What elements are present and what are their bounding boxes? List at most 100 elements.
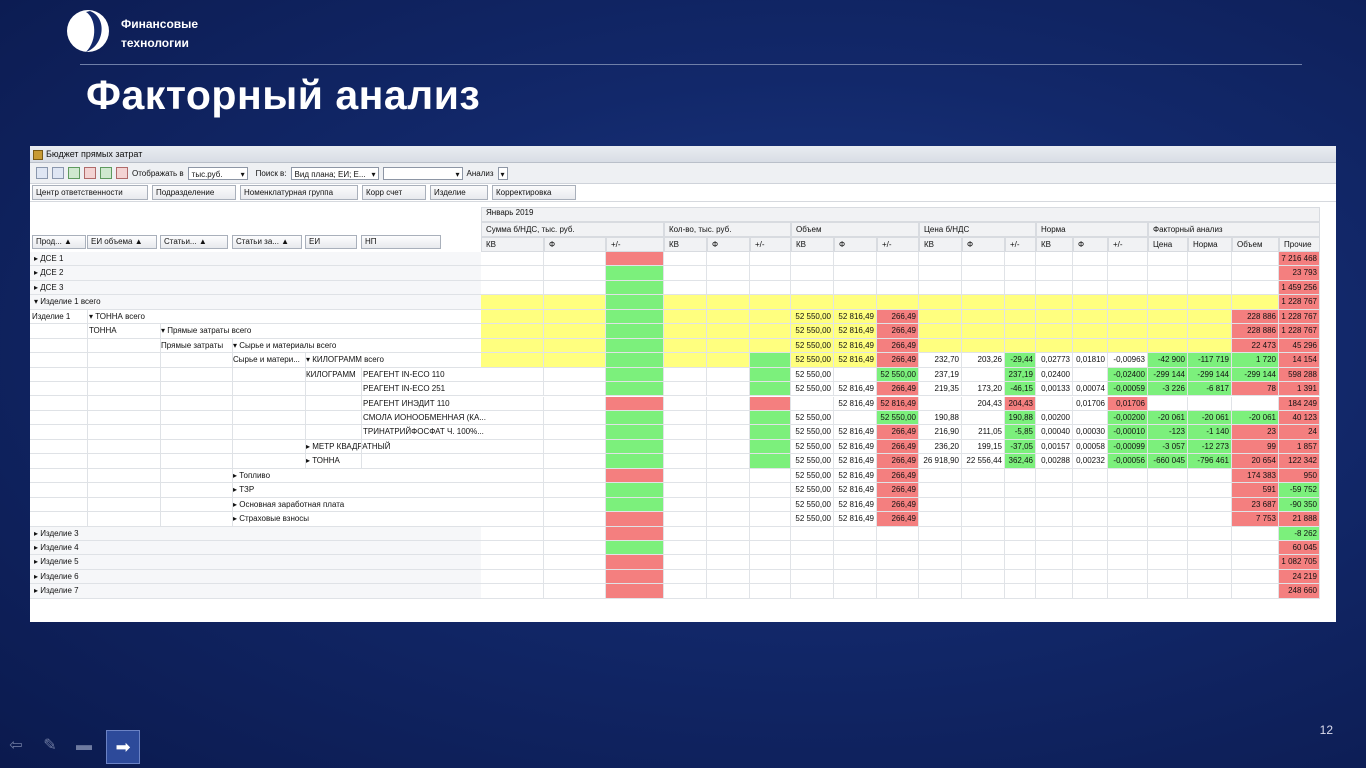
data-cell [1073,555,1108,570]
data-cell: 266,49 [877,468,919,484]
row-label[interactable]: РЕАГЕНТ ИНЭДИТ 110 [30,397,481,411]
column-header[interactable]: Ф [1073,237,1108,252]
column-header[interactable]: КВ [919,237,962,252]
data-cell [1073,280,1108,296]
row-label[interactable]: ▸ Изделие 3 [30,526,481,541]
row-label[interactable]: ▸ Топливо [30,469,481,484]
column-header[interactable]: Цена [1148,237,1188,252]
row-header-button[interactable]: ЕИ [305,235,357,249]
forward-arrow-icon[interactable]: ➡ [106,730,140,764]
analysis-button[interactable]: Анализ [466,168,494,178]
data-cell [919,396,962,411]
data-cell [962,468,1005,484]
column-header[interactable]: +/- [1108,237,1148,252]
row-label[interactable]: ▸ МЕТР КВАДРАТНЫЙ [30,440,481,455]
row-label[interactable]: КИЛОГРАММ РЕАГЕНТ IN-ECO 110 [30,368,481,383]
data-cell: -20 061 [1148,410,1188,426]
data-cell [707,338,750,354]
row-header-button[interactable]: Прод... ▲ [32,235,86,249]
data-cell [750,266,791,281]
export-icon[interactable] [68,167,80,179]
row-label[interactable]: ▸ Изделие 6 [30,569,481,585]
search-scope-select[interactable]: Вид плана; ЕИ; Е... [290,166,379,181]
column-header[interactable]: КВ [1036,237,1073,252]
row-title: ▾ Прямые затраты всего [161,326,252,336]
column-header[interactable]: +/- [606,237,664,252]
excel-icon[interactable] [100,167,112,179]
column-header[interactable]: Ф [834,237,877,252]
row-label[interactable]: ▸ ДСЕ 3 [30,280,481,296]
data-cell [1148,497,1188,513]
field-button[interactable]: Корр счет [362,185,426,200]
back-arrow-icon[interactable]: ⇦ [9,737,23,754]
search-input[interactable] [382,166,463,181]
data-cell [664,468,707,484]
row-label[interactable]: ▸ ТЗР [30,483,481,498]
data-cell [1005,324,1036,339]
row-header-button[interactable]: Статьи... ▲ [160,235,228,249]
row-title: ▸ Изделие 6 [34,571,79,581]
screen-icon[interactable]: ▬ [76,737,92,754]
data-cell: 22 473 [1232,338,1279,354]
data-cell: 1 857 [1279,439,1320,455]
row-label[interactable]: ▸ Изделие 4 [30,541,481,556]
data-cell [707,382,750,397]
data-cell [1036,569,1073,585]
data-cell: -123 [1148,425,1188,440]
data-cell [1005,338,1036,354]
field-button[interactable]: Корректировка [492,185,576,200]
data-cell [1036,526,1073,541]
pen-icon[interactable]: ✎ [43,737,57,754]
column-header[interactable]: Прочие [1279,237,1320,252]
clear-filter-icon[interactable] [116,167,128,179]
column-header[interactable]: Ф [707,237,750,252]
data-cell [664,353,707,368]
column-header[interactable]: КВ [791,237,834,252]
data-cell: 52 816,49 [834,468,877,484]
data-cell: 52 550,00 [877,410,919,426]
row-label[interactable]: ▸ Основная заработная плата [30,498,481,513]
column-header[interactable]: Ф [544,237,606,252]
field-button[interactable]: Подразделение [152,185,236,200]
field-button[interactable]: Изделие [430,185,488,200]
row-label[interactable]: РЕАГЕНТ IN-ECO 251 [30,382,481,397]
column-header[interactable]: +/- [877,237,919,252]
row-label[interactable]: ▸ ДСЕ 1 [30,252,481,267]
row-label[interactable]: СМОЛА ИОНООБМЕННАЯ (КА... [30,411,486,426]
data-cell: 52 816,49 [834,309,877,325]
analysis-dropdown[interactable] [497,166,508,181]
data-cell [1188,555,1232,570]
row-header-button[interactable]: Статьи за... ▲ [232,235,302,249]
data-cell [962,541,1005,556]
row-header-button[interactable]: ЕИ объема ▲ [87,235,157,249]
unit-select[interactable]: тыс.руб. [187,166,248,181]
row-label[interactable]: ТОННА ▾ Прямые затраты всего [30,324,481,339]
data-cell [707,555,750,570]
row-label[interactable]: ▸ Изделие 5 [30,555,481,570]
import-icon[interactable] [84,167,96,179]
row-label[interactable]: ▾ Изделие 1 всего [30,295,481,310]
column-header[interactable]: Ф [962,237,1005,252]
refresh-icon[interactable] [36,167,48,179]
row-label[interactable]: Изделие 1 ▾ ТОННА всего [30,310,481,325]
field-button[interactable]: Номенклатурная группа [240,185,358,200]
data-cell [481,309,544,325]
row-label[interactable]: Сырье и матери... ▾ КИЛОГРАММ всего [30,353,481,368]
column-header[interactable]: +/- [750,237,791,252]
row-label[interactable]: ▸ Страховые взносы [30,512,481,527]
row-label[interactable]: ТРИНАТРИЙФОСФАТ Ч. 100%... [30,425,484,440]
column-header[interactable]: Норма [1188,237,1232,252]
row-label[interactable]: ▸ ДСЕ 2 [30,266,481,281]
data-cell [1108,555,1148,570]
period-header: Январь 2019 [481,207,1320,222]
row-label[interactable]: ▸ Изделие 7 [30,584,481,599]
row-label[interactable]: Прямые затраты ▾ Сырье и материалы всего [30,339,481,354]
row-label[interactable]: ▸ ТОННА [30,454,481,469]
column-header[interactable]: Объем [1232,237,1279,252]
column-header[interactable]: +/- [1005,237,1036,252]
field-button[interactable]: Центр ответственности [32,185,148,200]
copy-icon[interactable] [52,167,64,179]
row-header-button[interactable]: НП [361,235,441,249]
column-header[interactable]: КВ [664,237,707,252]
column-header[interactable]: КВ [481,237,544,252]
